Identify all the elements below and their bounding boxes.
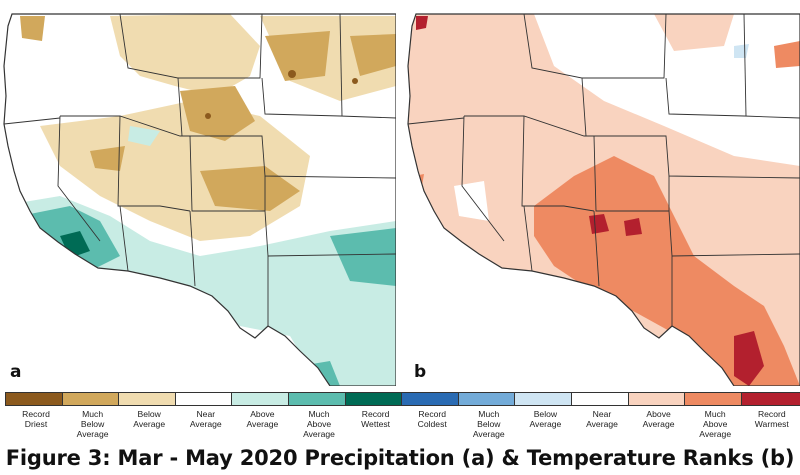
below-average-area	[110, 14, 260, 96]
legend-label: Below Average	[529, 409, 562, 429]
legend-swatch	[344, 392, 407, 406]
much-below-average-area	[90, 146, 125, 171]
legend-item: Below Average	[117, 392, 181, 429]
precipitation-map-panel: a	[0, 6, 396, 386]
legend-item: Record Warmest	[740, 392, 800, 429]
legend-item: Much Above Average	[287, 392, 351, 439]
legend-label: Near Average	[189, 409, 222, 429]
record-warmest-area	[589, 214, 609, 234]
legend-swatch	[401, 392, 464, 406]
legend-swatch	[627, 392, 690, 406]
panel-label-a: a	[10, 362, 22, 382]
legend-label: Above Average	[246, 409, 279, 429]
precipitation-map	[3, 13, 396, 386]
much-below-average-area	[20, 16, 45, 41]
much-below-average-area	[350, 34, 396, 76]
state-borders	[407, 13, 800, 386]
temperature-map-panel: b	[404, 6, 800, 386]
much-above-average-area	[774, 41, 800, 68]
legend-item: Much Below Average	[61, 392, 125, 439]
legend-label: Above Average	[642, 409, 675, 429]
legend-swatch	[571, 392, 633, 406]
rank-legend: Record Driest Much Below Average Below Ave…	[4, 392, 800, 444]
record-driest-spot	[205, 113, 211, 119]
much-below-average-area	[180, 86, 255, 141]
legend-item: Much Above Average	[683, 392, 747, 439]
legend-swatch	[740, 392, 800, 406]
legend-item: Below Average	[513, 392, 577, 429]
record-warmest-area	[734, 331, 764, 386]
record-warmest-area	[624, 218, 642, 236]
above-average-area	[128, 126, 160, 146]
record-warmest-area	[416, 16, 428, 30]
temperature-map	[407, 13, 800, 386]
much-below-average-area	[200, 166, 300, 211]
legend-swatch	[5, 392, 67, 406]
legend-swatch	[174, 392, 237, 406]
legend-label: Record Coldest	[417, 409, 447, 429]
legend-swatch	[118, 392, 181, 406]
legend-label: Much Below Average	[472, 409, 505, 439]
legend-label: Record Driest	[22, 409, 50, 429]
legend-swatch	[61, 392, 124, 406]
legend-item: Record Wettest	[344, 392, 408, 429]
record-driest-spot	[352, 78, 358, 84]
figure-caption: Figure 3: Mar - May 2020 Precipitation (…	[5, 446, 795, 470]
below-average-area	[734, 44, 749, 58]
legend-item: Much Below Average	[457, 392, 521, 439]
much-above-average-area	[330, 228, 396, 286]
much-above-average-area	[534, 156, 800, 386]
legend-label: Much Below Average	[76, 409, 109, 439]
legend-label: Record Wettest	[361, 409, 391, 429]
near-average-area	[554, 21, 800, 156]
legend-swatch	[457, 392, 520, 406]
near-average-area	[454, 181, 489, 221]
legend-label: Below Average	[133, 409, 166, 429]
legend-item: Above Average	[230, 392, 294, 429]
legend-label: Much Above Average	[303, 409, 335, 439]
legend-swatch	[231, 392, 294, 406]
legend-label: Much Above Average	[699, 409, 732, 439]
much-below-average-area	[265, 31, 330, 81]
legend-item: Above Average	[627, 392, 691, 429]
panel-label-b: b	[414, 362, 427, 382]
legend-swatch	[288, 392, 350, 406]
legend-item: Record Driest	[4, 392, 68, 429]
state-borders	[3, 13, 396, 386]
legend-swatch	[684, 392, 747, 406]
legend-label: Record Warmest	[754, 409, 789, 429]
legend-item: Record Coldest	[400, 392, 464, 429]
legend-item: Near Average	[570, 392, 634, 429]
legend-swatch	[514, 392, 577, 406]
record-driest-spot	[288, 70, 296, 78]
above-average-area	[654, 14, 734, 51]
legend-label: Near Average	[586, 409, 618, 429]
legend-item: Near Average	[174, 392, 238, 429]
